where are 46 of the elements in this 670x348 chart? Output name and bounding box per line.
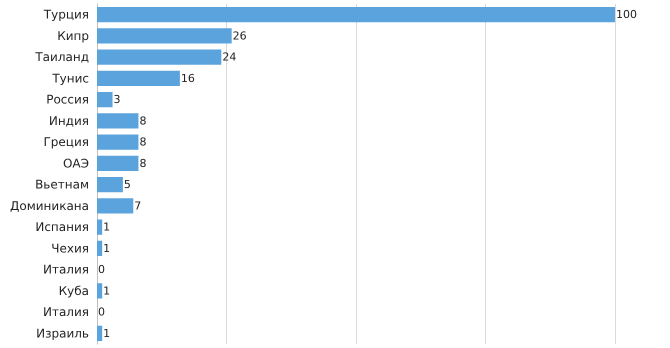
bar xyxy=(97,70,180,86)
data-label: 0 xyxy=(98,263,105,276)
bar xyxy=(97,198,134,214)
bar xyxy=(97,92,113,108)
data-label: 1 xyxy=(103,242,110,255)
bar xyxy=(97,326,102,342)
data-label: 1 xyxy=(103,220,110,234)
y-tick-label: Италия xyxy=(42,262,89,277)
y-tick-label: Израиль xyxy=(36,326,89,340)
y-tick-label: Вьетнам xyxy=(35,178,89,192)
bar xyxy=(97,240,102,256)
data-label: 0 xyxy=(98,306,105,319)
data-label: 7 xyxy=(134,199,142,212)
y-tick-label: Тунис xyxy=(51,71,89,86)
data-label: 26 xyxy=(232,29,247,42)
y-tick-label: Италия xyxy=(42,305,89,320)
data-label: 100 xyxy=(616,8,637,22)
data-label: 1 xyxy=(103,326,110,340)
data-label: 3 xyxy=(114,93,121,106)
data-label: 8 xyxy=(139,114,146,128)
y-tick-label: ОАЭ xyxy=(62,156,89,170)
y-tick-label: Таиланд xyxy=(34,50,89,64)
y-tick-label: Греция xyxy=(43,135,89,150)
y-tick-label: Испания xyxy=(35,220,89,234)
y-tick-label: Кипр xyxy=(57,28,89,43)
bar xyxy=(97,219,102,235)
bar xyxy=(97,49,222,65)
y-tick-label: Куба xyxy=(58,284,89,298)
data-label: 5 xyxy=(124,178,131,192)
bar xyxy=(97,176,123,192)
y-tick-label: Турция xyxy=(42,8,89,22)
bar xyxy=(97,134,138,150)
data-label: 8 xyxy=(139,136,146,149)
data-label: 24 xyxy=(222,50,236,64)
bar xyxy=(97,156,138,172)
data-label: 16 xyxy=(180,72,195,85)
y-tick-label: Доминикана xyxy=(10,198,89,213)
bar xyxy=(97,28,232,44)
data-label: 8 xyxy=(139,156,146,170)
data-label: 1 xyxy=(103,284,110,298)
y-tick-label: Индия xyxy=(48,114,89,128)
bar xyxy=(97,6,615,22)
y-tick-label: Чехия xyxy=(51,241,89,256)
bar xyxy=(97,113,138,129)
y-tick-label: Россия xyxy=(46,92,89,107)
bar xyxy=(97,283,102,299)
